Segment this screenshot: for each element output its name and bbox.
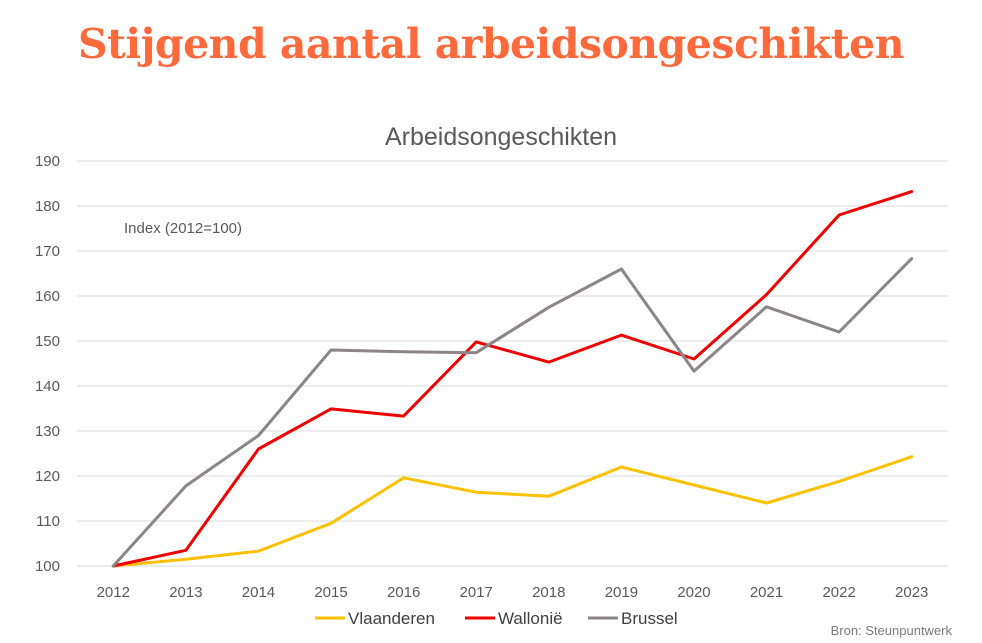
y-axis-ticks: 100 110 120 130 140 150 160 170 180 190 (35, 153, 60, 575)
x-tick-label: 2021 (750, 584, 783, 601)
x-tick-label: 2020 (677, 584, 710, 601)
x-tick-label: 2012 (97, 584, 130, 601)
headline: Stijgend aantal arbeidsongeschikten (77, 20, 905, 68)
x-tick-label: 2017 (460, 584, 493, 601)
chart-title: Arbeidsongeschikten (385, 123, 617, 151)
y-tick-label: 160 (35, 288, 60, 305)
source-note: Bron: Steunpuntwerk (830, 623, 952, 638)
y-tick-label: 190 (35, 153, 60, 170)
y-tick-label: 150 (35, 333, 60, 350)
series-line-wallonië (111, 190, 914, 568)
x-tick-label: 2016 (387, 584, 420, 601)
legend-label: Wallonië (498, 609, 563, 628)
series-lines (111, 190, 914, 568)
y-tick-label: 100 (35, 558, 60, 575)
legend-label: Brussel (621, 609, 678, 628)
y-tick-label: 140 (35, 378, 60, 395)
gridlines (77, 160, 948, 567)
x-tick-label: 2014 (242, 584, 275, 601)
x-tick-label: 2018 (532, 584, 565, 601)
x-tick-label: 2022 (822, 584, 855, 601)
legend-label: Vlaanderen (348, 609, 435, 628)
x-tick-label: 2013 (169, 584, 202, 601)
y-tick-label: 120 (35, 468, 60, 485)
y-tick-label: 110 (36, 513, 60, 530)
y-tick-label: 180 (35, 198, 60, 215)
y-tick-label: 130 (35, 423, 60, 440)
series-line-vlaanderen (111, 455, 914, 568)
x-tick-label: 2015 (314, 584, 347, 601)
series-line-brussel (111, 257, 914, 568)
x-axis-ticks: 2012 2013 2014 2015 2016 2017 2018 2019 2020 2021… (97, 584, 929, 601)
x-tick-label: 2023 (895, 584, 928, 601)
index-annotation: Index (2012=100) (124, 220, 242, 237)
x-tick-label: 2019 (605, 584, 638, 601)
legend: Vlaanderen Wallonië Brussel (315, 609, 678, 628)
y-tick-label: 170 (35, 243, 60, 260)
